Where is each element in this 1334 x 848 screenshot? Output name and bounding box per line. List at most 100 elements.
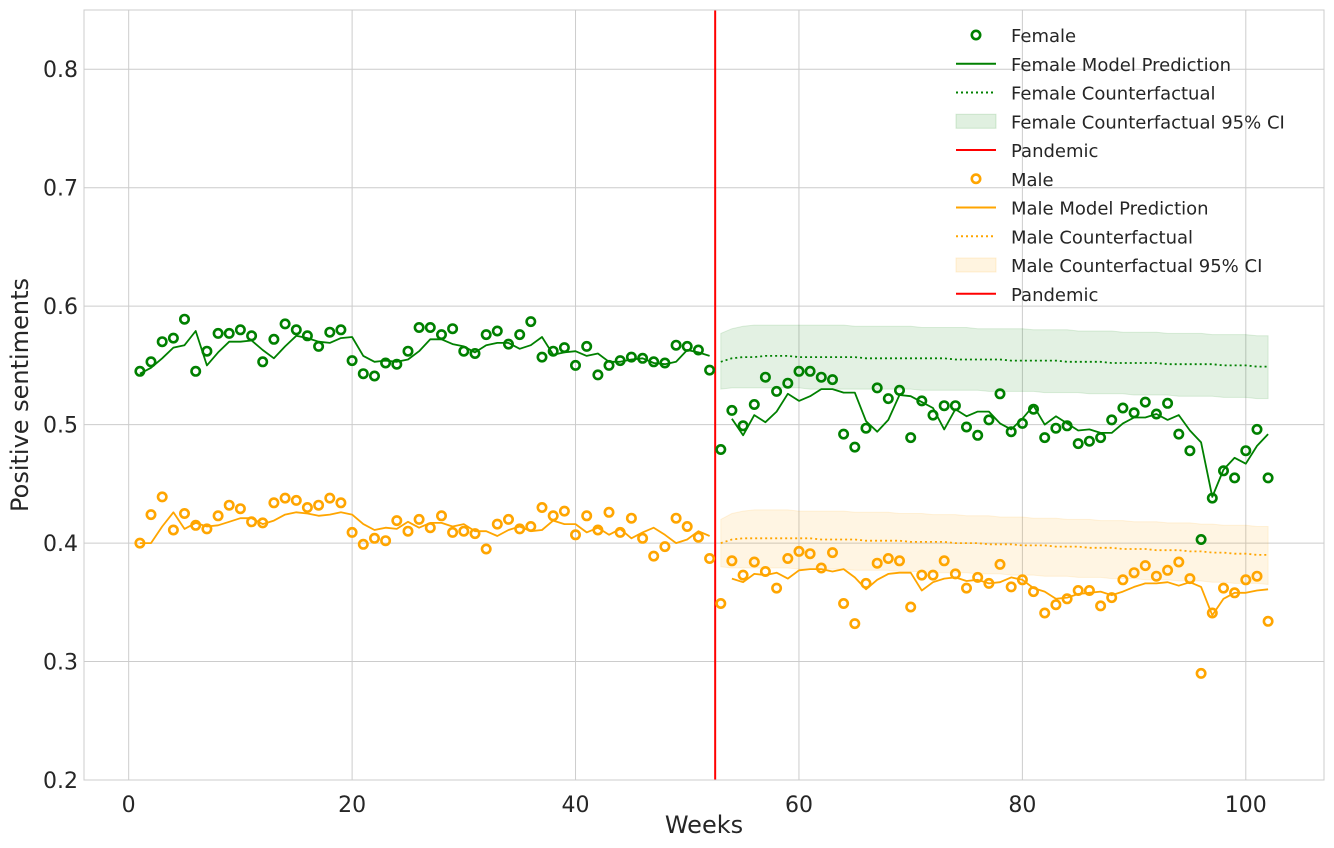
male-data-point [368,532,380,544]
y-tick-label: 0.6 [43,295,78,320]
legend-handle-male [970,173,982,185]
series-lines [139,10,1269,780]
female-data-point [715,443,727,455]
male-data-point [1072,584,1084,596]
female-data-point [190,365,202,377]
male-data-point [715,597,727,609]
y-axis-label: Positive sentiments [6,278,34,512]
female-data-point [1173,428,1185,440]
male-data-point [1106,592,1118,604]
legend-label-pandemic: Pandemic [1011,141,1098,162]
male-data-point [1005,581,1017,593]
male-data-point [1095,600,1107,612]
female-data-point [1162,397,1174,409]
male-data-point [1229,587,1241,599]
female-data-point [1240,445,1252,457]
male-data-point [223,499,235,511]
male-data-point [1206,607,1218,619]
male-data-point [927,569,939,581]
female-data-point [335,324,347,336]
female-data-point [201,345,213,357]
male-data-point [692,531,704,543]
female-data-point [1262,472,1274,484]
female-data-point [469,347,481,359]
female-data-point [614,355,626,367]
female-data-point [402,345,414,357]
female-data-point [804,365,816,377]
male-data-point [1162,564,1174,576]
male-data-point [972,571,984,583]
male-data-point [849,618,861,630]
legend: Female Female Model Prediction Female Coun… [955,26,1285,306]
female-data-point [167,332,179,344]
male-counterfactual-line [720,537,1269,556]
male-data-point [268,497,280,509]
x-tick-label: 60 [785,793,813,818]
female-data-point [637,352,649,364]
male-data-point [424,522,436,534]
male-data-point [391,515,403,527]
male-data-point [257,517,269,529]
male-data-point [190,519,202,531]
female-data-point [782,377,794,389]
male-data-point [815,562,827,574]
plot-frame [83,9,1325,781]
female-data-point [603,359,615,371]
male-data-point [514,523,526,535]
female-data-point [547,345,559,357]
male-data-point [1083,584,1095,596]
female-data-point [625,351,637,363]
female-data-point [1184,445,1196,457]
female-data-point [1083,435,1095,447]
legend-label-female-counterfactual-95-ci: Female Counterfactual 95% CI [1011,112,1285,133]
legend-label-female-counterfactual: Female Counterfactual [1011,84,1216,105]
female-data-point [681,340,693,352]
female-data-point [357,368,369,380]
female-data-point [246,330,258,342]
male-data-point [435,510,447,522]
y-tick-label: 0.4 [43,532,78,557]
female-data-point [1117,402,1129,414]
male-data-point [882,552,894,564]
female-data-point [558,342,570,354]
male-data-point [1195,667,1207,679]
male-data-point [949,568,961,580]
male-data-point [502,513,514,525]
female-data-point [1150,408,1162,420]
female-data-point [223,327,235,339]
female-data-point [301,330,313,342]
female-data-point [134,365,146,377]
tick-labels: 0 20 40 60 80 100 0.2 0.3 0.4 0.5 0.6 0.7 0.8 [43,58,1267,818]
male-data-point [793,545,805,557]
data-points [134,313,1274,679]
male-data-point [1016,574,1028,586]
male-data-point [480,543,492,555]
male-data-point [525,520,537,532]
male-data-point [960,582,972,594]
male-data-point [1251,570,1263,582]
male-data-point [212,510,224,522]
female-data-point [536,351,548,363]
female-data-point [435,329,447,341]
male-data-point [1150,570,1162,582]
female-data-point [346,355,358,367]
female-data-point [1005,426,1017,438]
female-data-point [592,369,604,381]
male-data-point [592,524,604,536]
female-data-point [860,422,872,434]
male-data-point [458,525,470,537]
female-data-point [972,429,984,441]
female-data-point [994,388,1006,400]
male-data-point [905,601,917,613]
male-data-point [1039,607,1051,619]
female-model-prediction-line [139,330,1269,498]
male-data-point [167,524,179,536]
female-data-point [1195,533,1207,545]
x-tick-label: 40 [562,793,590,818]
male-data-point [558,505,570,517]
female-data-point [726,404,738,416]
male-data-point [134,537,146,549]
female-data-point [514,329,526,341]
male-data-point [782,552,794,564]
male-data-point [447,526,459,538]
